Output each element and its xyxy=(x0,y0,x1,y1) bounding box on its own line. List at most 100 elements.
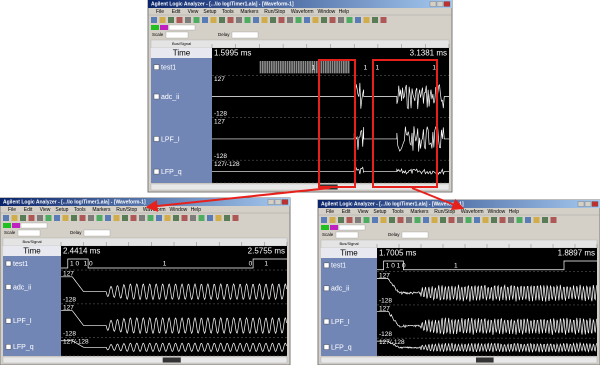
toolbar-button[interactable] xyxy=(131,215,137,221)
toolbar-button[interactable] xyxy=(156,215,162,221)
toolbar-button[interactable] xyxy=(372,17,378,23)
toolbar-button[interactable] xyxy=(296,17,302,23)
scroll-thumb[interactable] xyxy=(163,358,181,363)
toolbar-button[interactable] xyxy=(165,215,171,221)
menu-item[interactable]: Waveform xyxy=(291,9,314,15)
toolbar-button[interactable] xyxy=(330,217,336,223)
toolbar-button[interactable] xyxy=(321,17,327,23)
toolbar-button[interactable] xyxy=(321,217,327,223)
toolbar-button[interactable] xyxy=(185,17,191,23)
toolbar-button[interactable] xyxy=(253,17,259,23)
toolbar-button[interactable] xyxy=(364,217,370,223)
toolbar-button[interactable] xyxy=(54,215,60,221)
menu-item[interactable]: Tools xyxy=(74,207,86,213)
toolbar-button[interactable] xyxy=(97,215,103,221)
toolbar-button[interactable] xyxy=(415,217,421,223)
toolbar-button[interactable] xyxy=(381,17,387,23)
toolbar-button[interactable] xyxy=(449,217,455,223)
window-button[interactable] xyxy=(578,202,584,207)
toolbar-button[interactable] xyxy=(347,17,353,23)
window-button[interactable] xyxy=(444,2,450,7)
toolbar-button[interactable] xyxy=(466,217,472,223)
toolbar-button[interactable] xyxy=(457,217,463,223)
window-button[interactable] xyxy=(430,2,436,7)
toolbar-button[interactable] xyxy=(211,17,217,23)
menu-item[interactable]: View xyxy=(358,209,369,215)
menu-item[interactable]: Setup xyxy=(373,209,386,215)
menu-item[interactable]: Window xyxy=(318,9,336,15)
toolbar-button[interactable] xyxy=(491,217,497,223)
menu-item[interactable]: Help xyxy=(509,209,520,215)
toolbar-button[interactable] xyxy=(29,215,35,221)
signal-checkbox[interactable] xyxy=(324,286,329,291)
menu-item[interactable]: Help xyxy=(191,207,202,213)
toolbar-button[interactable] xyxy=(474,217,480,223)
toolbar-button[interactable] xyxy=(542,217,548,223)
toolbar-button[interactable] xyxy=(190,215,196,221)
menu-item[interactable]: Edit xyxy=(24,207,33,213)
menu-item[interactable]: Markers xyxy=(240,9,259,15)
toolbar-button[interactable] xyxy=(37,215,43,221)
toolbar-button[interactable] xyxy=(525,217,531,223)
toolbar-button[interactable] xyxy=(279,17,285,23)
toolbar-button[interactable] xyxy=(202,17,208,23)
toolbar-button[interactable] xyxy=(219,17,225,23)
toolbar-button[interactable] xyxy=(71,215,77,221)
signal-checkbox[interactable] xyxy=(154,136,159,141)
menu-item[interactable]: Window xyxy=(170,207,188,213)
toolbar-button[interactable] xyxy=(46,215,52,221)
menu-item[interactable]: Run/Stop xyxy=(116,207,137,213)
toolbar-button[interactable] xyxy=(3,215,9,221)
toolbar-button[interactable] xyxy=(12,223,20,228)
menu-item[interactable]: Waveform xyxy=(143,207,166,213)
window-button[interactable] xyxy=(275,200,281,205)
menu-item[interactable]: Markers xyxy=(92,207,111,213)
toolbar-button[interactable] xyxy=(330,17,336,23)
toolbar-button[interactable] xyxy=(287,17,293,23)
toolbar-button[interactable] xyxy=(160,17,166,23)
toolbar-button[interactable] xyxy=(423,217,429,223)
menu-item[interactable]: Markers xyxy=(410,209,429,215)
toolbar-button[interactable] xyxy=(432,217,438,223)
toolbar-button[interactable] xyxy=(440,217,446,223)
toolbar-button[interactable] xyxy=(338,17,344,23)
toolbar-button[interactable] xyxy=(233,215,239,221)
menu-item[interactable]: Tools xyxy=(392,209,404,215)
toolbar-button[interactable] xyxy=(483,217,489,223)
toolbar-button[interactable] xyxy=(338,217,344,223)
toolbar-button[interactable] xyxy=(122,215,128,221)
menu-item[interactable]: Tools xyxy=(222,9,234,15)
toolbar-button[interactable] xyxy=(114,215,120,221)
signal-checkbox[interactable] xyxy=(154,94,159,99)
toolbar-button[interactable] xyxy=(105,215,111,221)
toolbar-button[interactable] xyxy=(517,217,523,223)
toolbar-button[interactable] xyxy=(406,217,412,223)
window-button[interactable] xyxy=(282,200,288,205)
toolbar-button[interactable] xyxy=(63,215,69,221)
window-button[interactable] xyxy=(592,202,598,207)
menu-item[interactable]: Edit xyxy=(172,9,181,15)
toolbar-button[interactable] xyxy=(148,215,154,221)
menu-item[interactable]: Run/Stop xyxy=(434,209,455,215)
menu-item[interactable]: Edit xyxy=(342,209,351,215)
menu-item[interactable]: Waveform xyxy=(461,209,484,215)
menu-item[interactable]: View xyxy=(40,207,51,213)
toolbar-button[interactable] xyxy=(321,225,329,230)
toolbar-button[interactable] xyxy=(173,215,179,221)
toolbar-button[interactable] xyxy=(347,217,353,223)
menu-item[interactable]: Setup xyxy=(203,9,216,15)
toolbar-button[interactable] xyxy=(304,17,310,23)
signal-checkbox[interactable] xyxy=(154,65,159,70)
toolbar-button[interactable] xyxy=(551,217,557,223)
menu-item[interactable]: Setup xyxy=(55,207,68,213)
scroll-thumb[interactable] xyxy=(476,358,494,363)
toolbar-button[interactable] xyxy=(534,217,540,223)
toolbar-button[interactable] xyxy=(20,215,26,221)
signal-checkbox[interactable] xyxy=(154,169,159,174)
toolbar-button[interactable] xyxy=(262,17,268,23)
window-button[interactable] xyxy=(268,200,274,205)
toolbar-button[interactable] xyxy=(3,223,11,228)
toolbar-button[interactable] xyxy=(236,17,242,23)
toolbar-button[interactable] xyxy=(228,17,234,23)
toolbar-button[interactable] xyxy=(182,215,188,221)
